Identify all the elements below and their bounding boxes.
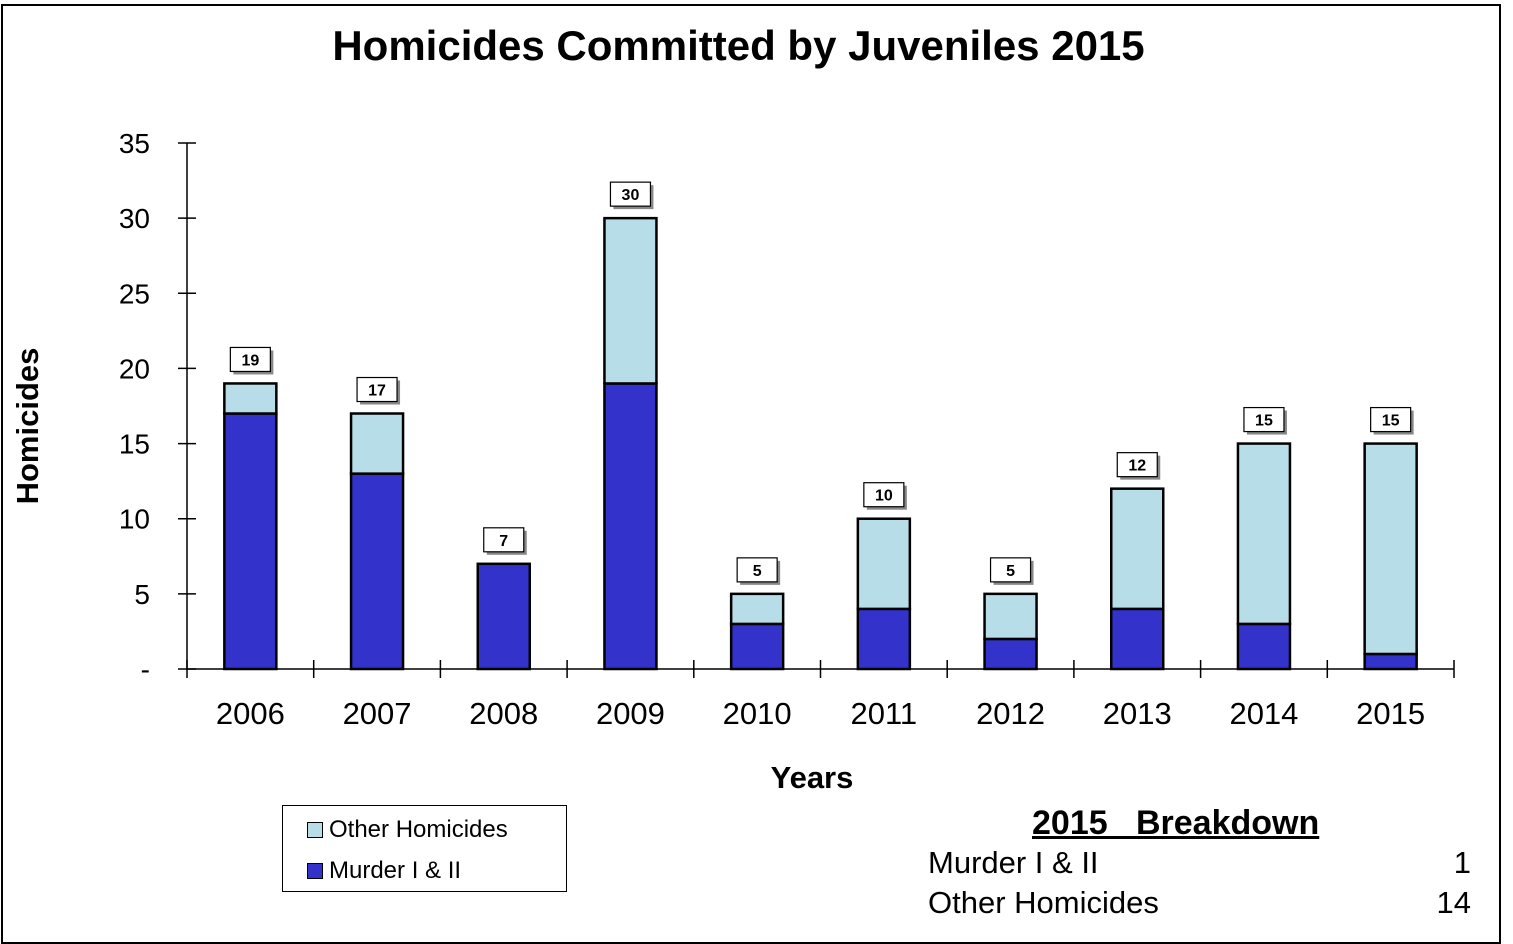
bar-segment [1110, 607, 1165, 671]
x-tick-label: 2010 [723, 696, 792, 731]
data-label-box [356, 376, 398, 403]
y-axis-label: Homicides [10, 347, 45, 505]
y-tick-label: 5 [134, 579, 150, 610]
bar-segment [603, 382, 658, 671]
x-tick-label: 2008 [469, 696, 538, 731]
y-tick-label: 35 [119, 128, 150, 159]
data-label-box [609, 181, 652, 207]
data-label-box [1243, 406, 1285, 433]
breakdown-title: 2015 Breakdown [1032, 804, 1320, 842]
legend-swatch-murder [307, 863, 323, 879]
bar-segment [1236, 442, 1292, 626]
y-tick-label: 30 [119, 203, 150, 234]
y-tick-label: - [141, 654, 150, 685]
bar-segment [1363, 652, 1418, 671]
data-label-box [1116, 452, 1158, 478]
breakdown-label-other: Other Homicides [928, 885, 1159, 920]
data-label-box [1370, 406, 1412, 433]
x-tick-label: 2014 [1229, 696, 1298, 731]
y-tick-label: 25 [119, 278, 150, 309]
breakdown-label-murder: Murder I & II [928, 845, 1099, 880]
data-label-box [483, 527, 525, 553]
data-label-box [863, 482, 905, 508]
y-tick-label: 20 [119, 353, 150, 384]
data-label: 5 [753, 563, 762, 580]
bar-segment [223, 412, 278, 671]
data-label: 17 [368, 383, 386, 400]
bar-segment [983, 592, 1038, 641]
legend-item-murder: Murder I & II [307, 857, 461, 885]
breakdown-value-murder: 1 [1453, 845, 1471, 880]
bar-segment [983, 637, 1038, 671]
x-tick-label: 2006 [216, 696, 285, 731]
bar-segment [856, 517, 912, 611]
bar-segment [729, 622, 785, 671]
chart-title: Homicides Committed by Juveniles 2015 [332, 22, 1145, 69]
legend-label: Other Homicides [329, 816, 508, 843]
data-label: 5 [1006, 563, 1015, 580]
x-tick-label: 2007 [343, 696, 412, 731]
data-label: 30 [622, 187, 640, 204]
bar-segment [856, 607, 912, 671]
legend-swatch-other-homicides [307, 822, 323, 838]
legend: Other Homicides Murder I & II [282, 805, 567, 892]
breakdown-value-other: 14 [1436, 885, 1471, 920]
bar-segment [1236, 622, 1292, 671]
bar-segment [349, 472, 405, 671]
bar-segment [729, 592, 785, 626]
legend-label: Murder I & II [329, 857, 462, 884]
bar-segment [349, 412, 405, 475]
data-label-box [229, 346, 271, 373]
y-tick-label: 10 [119, 504, 150, 535]
x-axis-label: Years [770, 760, 854, 795]
x-tick-label: 2013 [1103, 696, 1172, 731]
data-label-box [989, 557, 1032, 583]
bar-segment [1363, 442, 1418, 656]
x-tick-label: 2015 [1356, 696, 1425, 731]
data-label: 15 [1255, 413, 1273, 430]
bar-segment [603, 216, 658, 385]
data-label: 10 [875, 488, 893, 505]
bar-segment [1110, 487, 1165, 611]
x-tick-label: 2009 [596, 696, 665, 731]
x-tick-label: 2012 [976, 696, 1045, 731]
bar-segment [476, 562, 531, 671]
bar-segment [223, 382, 278, 415]
y-tick-label: 15 [119, 429, 150, 460]
legend-item-other-homicides: Other Homicides [307, 816, 508, 844]
data-label: 7 [499, 533, 508, 550]
data-label-box [736, 557, 778, 583]
data-label: 19 [241, 352, 259, 369]
x-tick-label: 2011 [851, 696, 918, 731]
data-label: 12 [1128, 458, 1146, 475]
data-label: 15 [1382, 413, 1400, 430]
